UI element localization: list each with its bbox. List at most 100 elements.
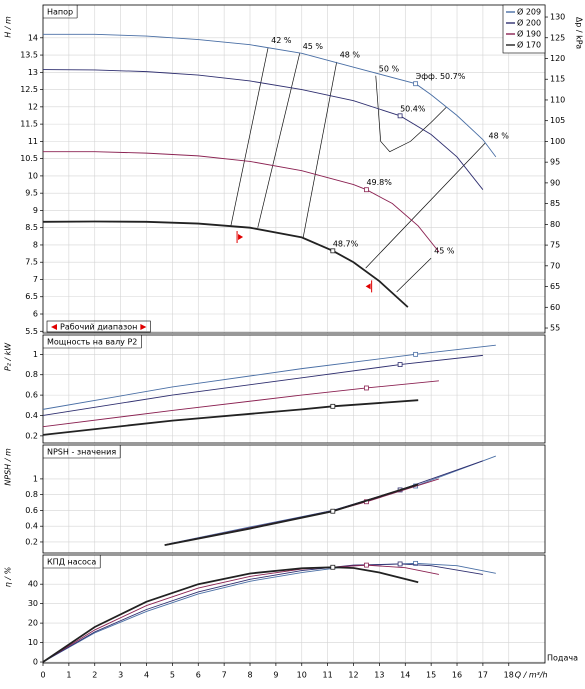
y-axis-label: NPSH / m [4, 448, 13, 486]
range-arrow [238, 234, 244, 241]
y-tick-label: 0.2 [25, 537, 38, 546]
x-tick-label: 4 [144, 671, 149, 680]
legend-label: Ø 190 [517, 29, 541, 39]
panel-title: Мощность на валу P2 [47, 338, 137, 347]
curve [42, 220, 409, 308]
x-axis-title: Подача [547, 654, 578, 663]
y2-tick-label: 125 [550, 33, 565, 42]
y2-tick-label: 85 [550, 199, 560, 208]
y2-tick-label: 60 [550, 303, 560, 312]
panel-title: NPSH - значения [47, 448, 116, 457]
x-tick-label: 8 [247, 671, 252, 680]
curve [42, 354, 483, 416]
x-axis-label: Q / m³/h [515, 671, 548, 680]
curve [43, 33, 497, 158]
x-tick-label: 18 [504, 671, 514, 680]
y-tick-label: 7.5 [25, 258, 38, 267]
iso-efficiency-label: 48 % [340, 50, 361, 59]
range-arrow [365, 283, 371, 290]
x-tick-label: 1 [66, 671, 71, 680]
y2-tick-label: 55 [550, 324, 560, 333]
x-tick-label: 0 [40, 671, 45, 680]
y-tick-label: 1 [33, 474, 38, 483]
panel-frame [42, 444, 546, 554]
panel-frame [42, 4, 546, 334]
bep-marker [397, 113, 403, 119]
y-tick-label: 0.6 [25, 391, 38, 400]
x-tick-label: 14 [400, 671, 410, 680]
x-tick-label: 15 [426, 671, 436, 680]
curve [167, 460, 484, 545]
iso-efficiency-label: 42 % [271, 36, 292, 45]
iso-efficiency-line [257, 53, 301, 228]
curve [42, 563, 483, 663]
panel-frame [42, 334, 546, 444]
legend-label: Ø 170 [517, 40, 541, 50]
y-tick-label: 0.8 [25, 490, 38, 499]
panel-title: Напор [47, 8, 73, 17]
bep-label: 49.8% [366, 178, 392, 187]
bep-marker [330, 248, 336, 254]
y-tick-label: 0.2 [25, 431, 38, 440]
curve [43, 151, 440, 253]
bep-marker [330, 508, 336, 514]
iso-efficiency-line [302, 61, 338, 239]
y-tick-label: 0.4 [25, 522, 38, 531]
y-tick-label: 6.5 [25, 292, 38, 301]
range-label: Рабочий диапазон [60, 323, 137, 332]
y2-tick-label: 105 [550, 116, 565, 125]
bep-label: 48.7% [333, 239, 359, 248]
y-tick-label: 9.5 [25, 189, 38, 198]
y-tick-label: 0.6 [25, 506, 38, 515]
x-tick-label: 5 [170, 671, 175, 680]
curve [169, 455, 496, 544]
iso-efficiency-line [375, 75, 447, 153]
y2-tick-label: 115 [550, 75, 565, 84]
curve [42, 380, 439, 428]
range-arrow-left [51, 324, 57, 330]
iso-efficiency-label: 50 % [379, 64, 400, 73]
iso-efficiency-label: 45 % [303, 42, 324, 51]
y-axis-label: η / % [4, 567, 13, 587]
y-tick-label: 0.4 [25, 411, 38, 420]
bep-marker [413, 351, 419, 357]
bep-marker [364, 385, 369, 391]
y-axis-label: H / m [4, 16, 13, 38]
y2-tick-label: 70 [550, 261, 560, 270]
y-tick-label: 11.5 [20, 120, 38, 129]
y-tick-label: 8.5 [25, 223, 38, 232]
range-arrow-right [140, 324, 147, 330]
bep-marker [397, 362, 403, 367]
y-tick-label: 40 [28, 580, 38, 589]
bep-marker [330, 564, 336, 570]
y-tick-label: 13.5 [20, 51, 38, 60]
y2-tick-label: 120 [550, 54, 565, 63]
y-tick-label: 11 [28, 137, 38, 146]
y-tick-label: 10.5 [20, 154, 38, 163]
x-tick-label: 16 [452, 671, 462, 680]
y-tick-label: 12.5 [20, 85, 38, 94]
curve [42, 562, 496, 663]
y2-tick-label: 80 [550, 220, 560, 229]
bep-marker [397, 561, 403, 567]
x-tick-label: 9 [273, 671, 278, 680]
y2-tick-label: 90 [550, 178, 560, 187]
y2-tick-label: 65 [550, 282, 560, 291]
y2-tick-label: 95 [550, 158, 560, 167]
y2-tick-label: 75 [550, 241, 560, 250]
y-tick-label: 7 [33, 275, 38, 284]
bep-marker [413, 81, 419, 87]
y-tick-label: 5.5 [25, 327, 38, 336]
bep-marker [364, 562, 369, 568]
y-tick-label: 6 [33, 310, 38, 319]
y2-tick-label: 100 [550, 137, 565, 146]
y-tick-label: 20 [28, 619, 38, 628]
bep-label: Эфф. 50.7% [416, 72, 466, 81]
legend-label: Ø 209 [517, 7, 541, 17]
iso-efficiency-line [230, 47, 269, 227]
x-tick-label: 10 [297, 671, 307, 680]
curve [42, 566, 419, 663]
y-tick-label: 12 [28, 102, 38, 111]
panel-title: КПД насоса [47, 558, 96, 567]
y-tick-label: 14 [28, 33, 38, 42]
